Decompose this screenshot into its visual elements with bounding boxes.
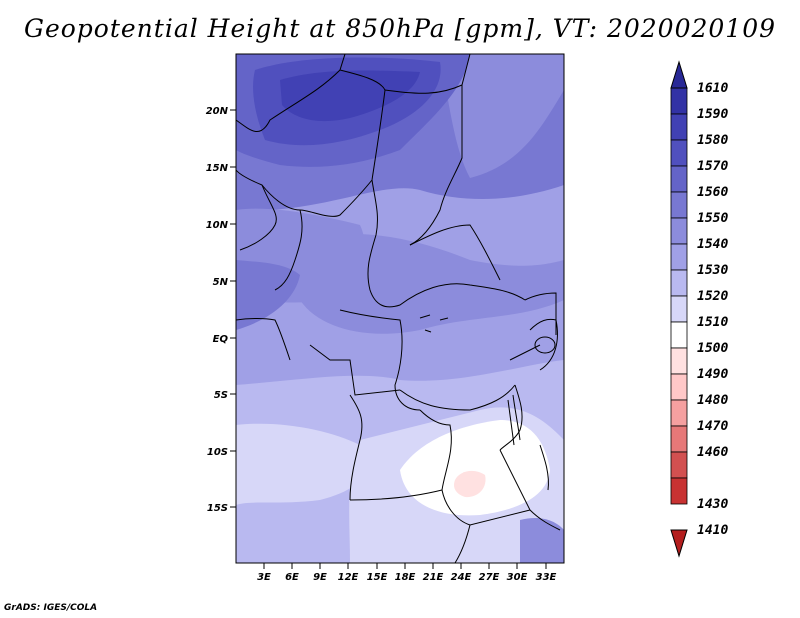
colorbar-swatch [670,347,688,375]
colorbar-swatches [670,87,688,505]
latitude-axis: 20N 15N 10N 5N EQ 5S 10S 15S [206,106,236,514]
lon-label-6e: 6E [285,572,299,583]
colorbar-top-arrow [670,60,688,89]
lon-label-3e: 3E [257,572,271,583]
map-title: Geopotential Height at 850hPa [gpm], VT:… [23,14,777,43]
country-borders [236,54,561,563]
colorbar-label: 1480 [697,393,728,408]
lat-label-10n: 10N [206,220,229,231]
colorbar-bottom-arrow [670,529,688,558]
colorbar-label: 1560 [697,185,728,200]
lon-label-24e: 24E [451,572,472,583]
colorbar-swatch [670,165,688,193]
colorbar-swatch [670,321,688,349]
lon-label-21e: 21E [423,572,444,583]
colorbar-label: 1470 [697,419,728,434]
colorbar-label: 1590 [697,107,728,122]
colorbar-swatch [670,191,688,219]
lat-label-15n: 15N [206,163,229,174]
lat-label-5n: 5N [213,277,229,288]
colorbar-swatch [670,477,688,505]
lat-label-5s: 5S [214,390,228,401]
longitude-axis: 3E 6E 9E 12E 15E 18E 21E 24E 27E 30E 33E [257,563,557,583]
lon-label-15e: 15E [367,572,388,583]
colorbar-label: 1580 [697,133,728,148]
grads-credit: GrADS: IGES/COLA [4,603,98,613]
lat-label-eq: EQ [213,334,229,345]
colorbar-label: 1550 [697,211,728,226]
colorbar-label: 1500 [697,341,728,356]
colorbar-swatch [670,87,688,115]
lakes [419,314,556,491]
colorbar: 1610 1590 1580 1570 1560 1550 1540 1530 … [670,60,728,558]
colorbar-swatch [670,425,688,453]
colorbar-label: 1530 [697,263,728,278]
colorbar-label: 1510 [697,315,728,330]
lon-label-12e: 12E [338,572,359,583]
colorbar-swatch [670,399,688,427]
colorbar-label: 1610 [697,81,728,96]
colorbar-label: 1410 [697,523,728,538]
lat-label-15s: 15S [207,503,228,514]
colorbar-swatch [670,243,688,271]
lon-label-33e: 33E [536,572,557,583]
lon-label-18e: 18E [395,572,416,583]
colorbar-swatch [670,269,688,297]
colorbar-swatch [670,373,688,401]
colorbar-label: 1430 [697,497,728,512]
colorbar-swatch [670,113,688,141]
colorbar-label: 1490 [697,367,728,382]
height-field [236,54,564,563]
colorbar-swatch [670,217,688,245]
colorbar-swatch [670,139,688,167]
colorbar-swatch [670,295,688,323]
colorbar-label: 1460 [697,445,728,460]
lon-label-9e: 9E [313,572,327,583]
lat-label-10s: 10S [207,447,228,458]
lon-label-30e: 30E [507,572,528,583]
colorbar-swatch [670,451,688,479]
colorbar-label: 1540 [697,237,728,252]
colorbar-label: 1520 [697,289,728,304]
lat-label-20n: 20N [206,106,229,117]
lon-label-27e: 27E [479,572,500,583]
colorbar-label: 1570 [697,159,728,174]
map-frame [235,53,565,564]
